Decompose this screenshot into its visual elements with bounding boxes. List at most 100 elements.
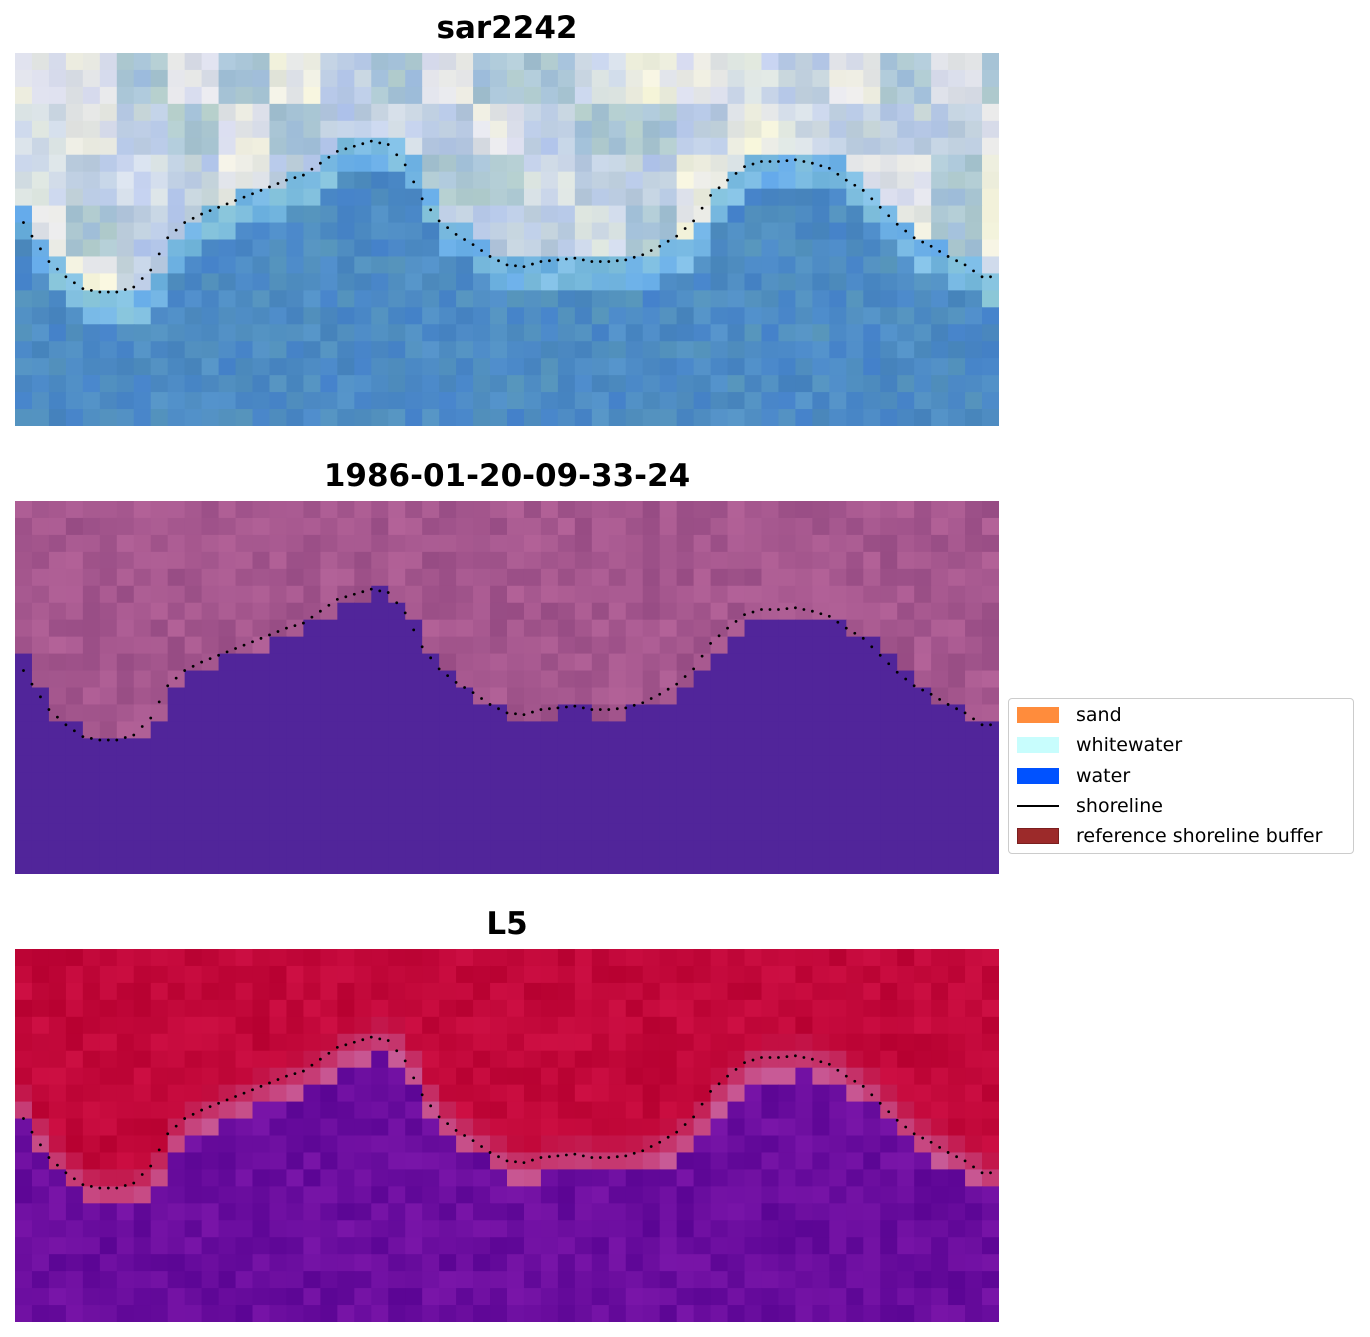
raster-cell	[218, 375, 237, 393]
raster-cell	[846, 687, 864, 706]
raster-cell	[116, 290, 135, 308]
shoreline-point	[726, 626, 729, 630]
raster-cell	[82, 704, 101, 722]
raster-cell	[676, 738, 695, 756]
raster-cell	[982, 619, 999, 638]
raster-cell	[965, 619, 983, 638]
raster-cell	[540, 1118, 559, 1137]
raster-cell	[659, 738, 678, 756]
raster-cell	[150, 840, 169, 858]
raster-cell	[218, 103, 237, 122]
raster-cell	[591, 1203, 610, 1221]
raster-cell	[490, 154, 508, 173]
raster-cell	[523, 1067, 542, 1086]
raster-cell	[473, 307, 491, 325]
shoreline-point	[658, 244, 662, 248]
raster-cell	[948, 256, 966, 274]
raster-cell	[354, 636, 372, 655]
raster-cell	[99, 1237, 118, 1255]
shoreline-point	[717, 1082, 721, 1086]
raster-cell	[863, 501, 881, 519]
raster-cell	[473, 1084, 491, 1103]
raster-cell	[116, 103, 135, 122]
raster-cell	[727, 1135, 746, 1154]
raster-cell	[778, 687, 797, 706]
raster-cell	[167, 1101, 186, 1120]
raster-cell	[507, 1016, 525, 1035]
raster-cell	[744, 1152, 763, 1170]
raster-cell	[473, 823, 491, 841]
raster-cell	[948, 704, 966, 722]
raster-cell	[371, 840, 389, 858]
raster-cell	[965, 205, 983, 224]
raster-cell	[320, 501, 338, 519]
raster-cell	[829, 965, 847, 984]
raster-cell	[693, 103, 712, 122]
raster-cell	[863, 670, 881, 689]
raster-cell	[880, 999, 898, 1018]
raster-cell	[286, 857, 305, 874]
raster-cell	[201, 137, 220, 156]
raster-cell	[507, 1288, 525, 1306]
shoreline-point	[590, 1156, 594, 1159]
raster-cell	[625, 999, 644, 1018]
raster-cell	[507, 273, 525, 291]
raster-cell	[116, 375, 135, 393]
raster-cell	[540, 1084, 559, 1103]
raster-cell	[473, 772, 491, 790]
raster-cell	[286, 721, 305, 739]
raster-cell	[557, 823, 576, 841]
raster-cell	[540, 823, 559, 841]
raster-cell	[269, 568, 288, 587]
raster-cell	[269, 1118, 288, 1137]
raster-cell	[948, 154, 966, 173]
raster-cell	[965, 1033, 983, 1052]
raster-cell	[880, 1305, 898, 1322]
raster-cell	[422, 704, 440, 722]
raster-cell	[795, 341, 813, 359]
raster-cell	[795, 53, 813, 71]
raster-cell	[880, 534, 898, 553]
raster-cell	[456, 999, 474, 1018]
raster-cell	[65, 517, 84, 536]
raster-cell	[625, 653, 644, 672]
raster-cell	[388, 290, 406, 308]
raster-cell	[676, 69, 695, 88]
raster-cell	[812, 375, 830, 393]
raster-cell	[116, 636, 135, 655]
raster-cell	[235, 602, 254, 621]
raster-cell	[303, 823, 321, 841]
raster-cell	[116, 341, 135, 359]
raster-cell	[405, 704, 423, 722]
shoreline-point	[140, 277, 144, 280]
raster-cell	[880, 568, 898, 587]
raster-cell	[422, 1118, 440, 1137]
shoreline-point	[810, 609, 814, 613]
raster-cell	[133, 1305, 152, 1322]
raster-cell	[880, 789, 898, 807]
raster-cell	[744, 965, 763, 984]
raster-cell	[235, 256, 254, 274]
raster-cell	[422, 806, 440, 824]
raster-cell	[761, 585, 780, 604]
shoreline-point	[785, 159, 789, 163]
raster-cell	[659, 1050, 678, 1069]
raster-cell	[982, 721, 999, 739]
raster-cell	[591, 1152, 610, 1170]
raster-cell	[676, 392, 695, 410]
raster-cell	[48, 1288, 67, 1306]
shoreline-point	[47, 708, 51, 711]
raster-cell	[354, 392, 372, 410]
raster-cell	[439, 823, 457, 841]
raster-cell	[693, 1169, 712, 1187]
raster-cell	[354, 358, 372, 376]
raster-cell	[812, 1271, 830, 1289]
raster-cell	[320, 823, 338, 841]
shoreline-point	[844, 178, 848, 182]
raster-cell	[812, 551, 830, 570]
raster-cell	[948, 999, 966, 1018]
raster-cell	[286, 205, 305, 224]
raster-cell	[727, 86, 746, 105]
raster-cell	[982, 324, 999, 342]
raster-cell	[218, 999, 237, 1018]
